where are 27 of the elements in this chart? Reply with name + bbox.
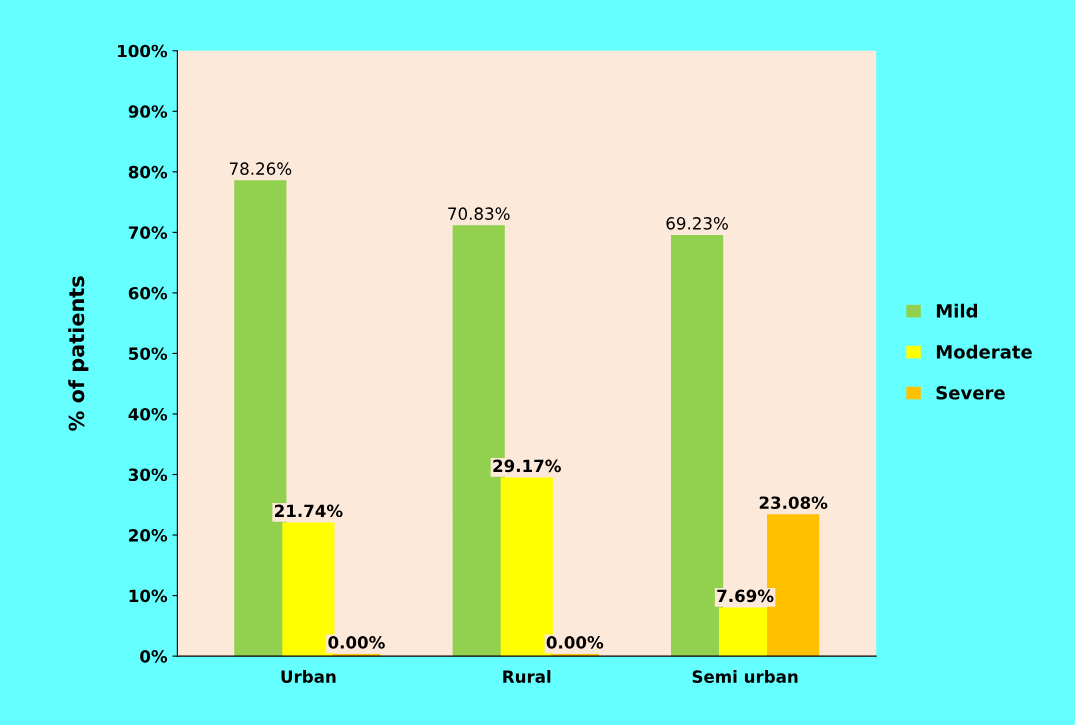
y-tick-label: 20% <box>129 529 168 542</box>
x-tick-label: Rural <box>503 670 551 683</box>
y-tick-label: 90% <box>128 105 168 118</box>
y-axis-title: % of patients <box>68 276 89 431</box>
x-tick-label: Urban <box>281 670 336 683</box>
y-tick-label: 10% <box>129 589 168 603</box>
y-tick-label: 80% <box>128 165 168 179</box>
data-label: 7.69% <box>717 589 774 603</box>
data-label: 69.23% <box>666 217 728 230</box>
y-tick-label: 100% <box>118 44 168 58</box>
x-tick-label: Semi urban <box>692 670 798 683</box>
data-label: 70.83% <box>448 207 510 220</box>
y-tick-label: 70% <box>128 226 168 239</box>
legend-label: Moderate <box>936 344 1032 359</box>
data-label: 23.08% <box>759 496 828 510</box>
data-label: 0.00% <box>328 636 385 649</box>
y-tick-label: 30% <box>128 468 168 482</box>
data-label: 0.00% <box>546 636 604 649</box>
y-tick-label: 60% <box>128 286 168 300</box>
data-label: 29.17% <box>493 459 561 473</box>
y-tick-label: 50% <box>129 347 168 361</box>
legend-label: Mild <box>936 303 977 318</box>
y-tick-label: 40% <box>128 407 168 421</box>
y-tick-label: 0% <box>140 650 168 663</box>
data-label: 78.26% <box>229 162 292 175</box>
legend-label: Severe <box>936 385 1005 400</box>
data-label: 21.74% <box>275 504 343 518</box>
